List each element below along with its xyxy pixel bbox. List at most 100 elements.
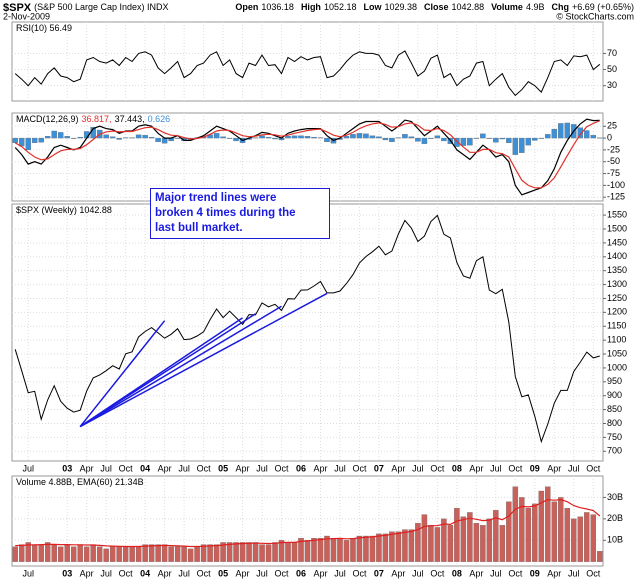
x-tick-label: 07 [374,568,384,578]
data-line [14,118,600,196]
bar [278,540,285,562]
panel-label: MACD(12,26,9) 36.817, 37.443, 0.626 [16,114,170,124]
bar [597,137,603,139]
bar [31,137,38,143]
bar [155,137,161,143]
x-tick-label: Apr [80,568,94,578]
trend-line [79,305,282,428]
bar [577,516,584,562]
bar [590,135,597,139]
bar [558,497,564,562]
bar [389,531,395,562]
y-tick-label: 70 [607,48,617,58]
bar [44,542,51,562]
x-tick-label: Oct [586,463,601,473]
panel-label-text: RSI(10) 56.49 [16,23,72,33]
quote-label: Low [363,2,382,12]
x-tick-label: Oct [508,568,523,578]
x-tick-label: Jul [334,568,346,578]
y-tick-label: -100 [607,180,625,190]
bar [473,522,480,562]
y-tick-label: 950 [607,376,622,386]
bar [226,542,233,562]
bar [168,546,174,562]
bar [382,533,389,562]
bar [239,542,246,562]
bar [584,130,590,139]
y-tick-label: 20B [607,513,623,523]
y-tick-label: 1100 [607,335,626,345]
x-tick-label: Jul [100,568,112,578]
bar [480,525,486,562]
bar [116,137,122,140]
bar [265,136,272,139]
bar [590,514,597,562]
bar [311,537,317,562]
bar [252,137,259,139]
quote-value: +6.69 (+0.65%) [572,2,634,12]
bar [259,135,265,139]
x-tick-label: Jul [178,463,190,473]
bar [70,137,77,139]
bar [532,137,538,141]
bar [337,537,343,562]
quote-value: 1036.18 [261,2,294,12]
bar [317,137,324,139]
bar [304,136,311,139]
bar [538,137,545,139]
bar [135,546,142,562]
bar [324,535,330,562]
x-tick-label: Apr [158,568,172,578]
bar [369,535,376,562]
bar [122,137,129,139]
quote-label: Open [235,2,258,12]
legend-entry: 36.817, [82,114,112,124]
bar [597,551,603,562]
bar [480,133,486,139]
bar [57,132,64,139]
bar [376,533,382,562]
bar [408,136,415,139]
x-tick-label: Jul [22,463,34,473]
y-tick-label: 900 [607,390,622,400]
bar [460,516,467,562]
quote-value: 4.9B [526,2,545,12]
x-tick-label: Oct [119,463,134,473]
y-tick-label: 1450 [607,237,627,247]
bar [194,546,200,562]
y-tick-label: 0 [607,132,612,142]
bar [499,525,506,562]
bar [460,137,467,146]
bar [122,546,129,562]
x-tick-label: 08 [452,568,462,578]
bar [350,134,356,139]
x-tick-label: Jul [490,463,502,473]
x-tick-label: 04 [140,568,150,578]
x-tick-label: Apr [547,568,561,578]
x-tick-label: Jul [178,568,190,578]
x-tick-label: Apr [158,463,172,473]
x-tick-label: Oct [197,568,212,578]
x-tick-label: Oct [275,463,290,473]
bar [291,542,298,562]
x-tick-label: Oct [586,568,601,578]
bar [532,503,538,562]
bar [356,133,363,139]
bar [486,137,493,139]
bar [207,544,213,562]
bar [272,542,278,562]
x-tick-label: Jul [100,463,112,473]
bar [428,525,434,562]
trend-line [79,320,166,428]
x-tick-label: Apr [469,463,483,473]
bar [181,546,187,562]
bar [421,137,428,144]
annotation-line: Major trend lines were [155,192,277,204]
x-tick-label: Jul [334,463,346,473]
bar [51,130,57,139]
x-tick-label: Apr [80,463,94,473]
bar [350,537,356,562]
bar [298,135,304,139]
quote-label: Close [424,2,449,12]
